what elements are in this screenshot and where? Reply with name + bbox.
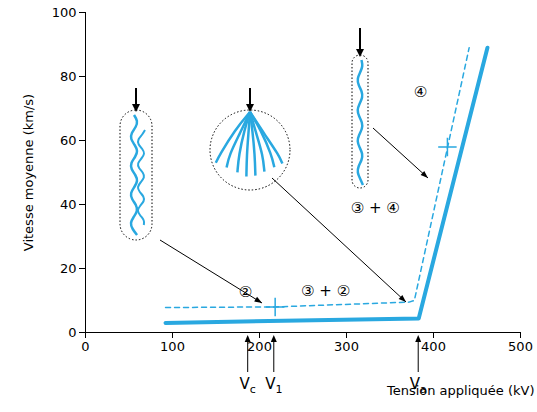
svg-text:②: ② — [238, 283, 253, 302]
svg-text:Tension appliquée (kV): Tension appliquée (kV) — [386, 383, 535, 398]
svg-text:④: ④ — [414, 83, 427, 101]
svg-text:20: 20 — [60, 261, 77, 276]
svg-text:0: 0 — [81, 339, 89, 354]
svg-text:Vc: Vc — [240, 375, 256, 396]
svg-text:Va: Va — [410, 375, 427, 396]
svg-text:300: 300 — [334, 339, 359, 354]
svg-text:0: 0 — [68, 325, 76, 340]
svg-text:100: 100 — [160, 339, 185, 354]
svg-text:500: 500 — [508, 339, 533, 354]
svg-text:V1: V1 — [265, 375, 282, 396]
svg-text:③ + ②: ③ + ② — [301, 282, 350, 300]
svg-text:③ + ④: ③ + ④ — [351, 199, 400, 217]
svg-text:60: 60 — [60, 133, 77, 148]
svg-text:100: 100 — [52, 5, 77, 20]
svg-text:Vitesse moyenne (km/s): Vitesse moyenne (km/s) — [21, 94, 36, 251]
svg-text:200: 200 — [247, 339, 272, 354]
svg-text:40: 40 — [60, 197, 77, 212]
svg-text:400: 400 — [421, 339, 446, 354]
svg-text:80: 80 — [60, 69, 77, 84]
